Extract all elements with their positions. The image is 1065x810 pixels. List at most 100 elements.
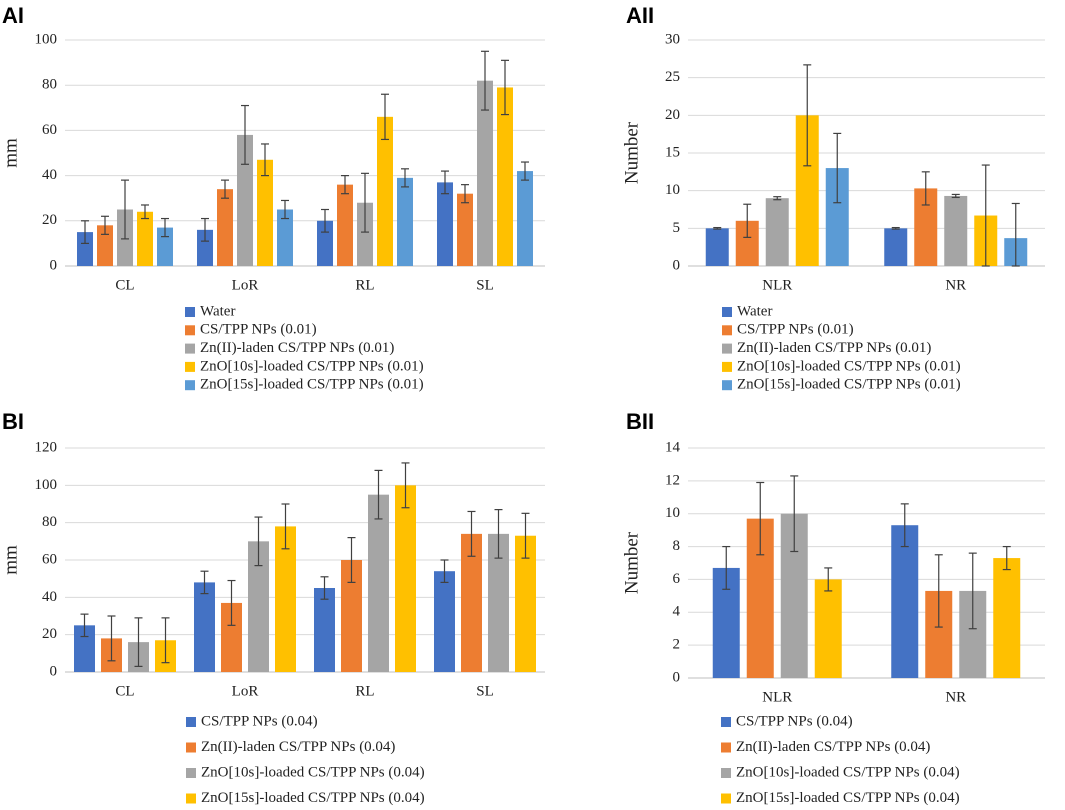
- x-tick-label: LoR: [232, 683, 259, 699]
- legend-label: Zn(II)-laden CS/TPP NPs (0.04): [736, 739, 930, 755]
- x-tick-label: CL: [115, 683, 134, 699]
- x-tick-label: LoR: [232, 277, 259, 293]
- legend-swatch: [721, 742, 731, 753]
- legend-swatch: [722, 380, 732, 391]
- y-tick-label: 20: [42, 626, 57, 642]
- y-axis-title: Number: [621, 531, 642, 594]
- y-axis-title: Number: [621, 121, 642, 184]
- x-tick-label: SL: [476, 277, 494, 293]
- bar: [248, 541, 269, 672]
- y-tick-label: 14: [665, 439, 681, 455]
- legend-label: ZnO[15s]-loaded CS/TPP NPs (0.04): [736, 790, 960, 806]
- bar: [217, 189, 233, 266]
- legend-label: ZnO[15s]-loaded CS/TPP NPs (0.01): [737, 377, 961, 393]
- bar: [194, 582, 215, 672]
- chart-panel-bi: BI 0 20 40 60 80 100 120 mm CL LoR RL SL CS/TPP NPs (…: [0, 409, 545, 806]
- legend-swatch: [721, 717, 731, 727]
- bar: [884, 228, 908, 266]
- bar: [368, 494, 389, 672]
- bar: [515, 535, 536, 672]
- y-tick-label: 12: [665, 472, 680, 488]
- y-tick-label: 20: [665, 107, 680, 123]
- y-axis-title: mm: [0, 138, 21, 168]
- bar: [944, 195, 968, 266]
- chart-panel-aii: AII 0 5 10 15 20 25 30 Number NLR NR Water CS/TPP NP…: [621, 3, 1045, 393]
- legend-label: ZnO[15s]-loaded CS/TPP NPs (0.04): [201, 790, 425, 806]
- legend-label: ZnO[10s]-loaded CS/TPP NPs (0.04): [201, 764, 425, 780]
- legend-swatch: [186, 742, 196, 753]
- bar: [277, 209, 293, 266]
- bar: [221, 602, 242, 672]
- bar: [825, 168, 849, 266]
- legend-swatch: [185, 325, 195, 336]
- y-tick-label: 25: [665, 69, 680, 85]
- legend-label: ZnO[10s]-loaded CS/TPP NPs (0.01): [737, 358, 961, 374]
- bar: [341, 560, 362, 672]
- y-tick-label: 80: [42, 514, 57, 530]
- legend-swatch: [185, 380, 195, 391]
- bar: [488, 533, 509, 672]
- y-tick-label: 5: [673, 220, 681, 236]
- y-tick-label: 8: [673, 538, 681, 554]
- legend-label: Water: [200, 303, 235, 319]
- y-tick-label: 0: [50, 663, 58, 679]
- legend-label: ZnO[15s]-loaded CS/TPP NPs (0.01): [200, 377, 424, 393]
- y-tick-label: 30: [665, 31, 680, 47]
- bar: [437, 182, 453, 266]
- legend-swatch: [721, 793, 731, 804]
- legend-swatch: [722, 307, 732, 317]
- chart-panel-bii: BII 0 2 4 6 8 10 12 14 Number NLR NR CS/TPP NPs (0.0…: [621, 409, 1045, 806]
- bar: [357, 202, 373, 266]
- x-tick-label: SL: [476, 683, 494, 699]
- y-tick-label: 4: [673, 604, 681, 620]
- legend-label: ZnO[10s]-loaded CS/TPP NPs (0.04): [736, 764, 960, 780]
- bar: [275, 526, 296, 672]
- bar: [705, 228, 729, 266]
- bar: [993, 558, 1021, 678]
- bar: [397, 177, 413, 266]
- y-tick-label: 10: [665, 505, 680, 521]
- chart-panel-ai: AI 0 20 40 60 80 100 mm CL LoR RL SL Water CS/TPP NPs…: [0, 3, 545, 393]
- bar: [97, 225, 113, 266]
- y-tick-label: 20: [42, 212, 57, 228]
- bar: [137, 211, 153, 266]
- legend-label: CS/TPP NPs (0.01): [737, 322, 854, 338]
- legend-label: CS/TPP NPs (0.04): [736, 713, 853, 729]
- bar: [314, 588, 335, 672]
- x-tick-label: NLR: [762, 277, 792, 293]
- legend-swatch: [185, 361, 195, 372]
- y-tick-label: 0: [673, 669, 681, 685]
- legend-swatch: [722, 325, 732, 336]
- y-tick-label: 2: [673, 637, 681, 653]
- y-axis-title: mm: [0, 545, 21, 575]
- x-tick-label: RL: [355, 277, 374, 293]
- y-tick-label: 6: [673, 571, 681, 587]
- y-tick-label: 60: [42, 551, 57, 567]
- bar: [434, 571, 455, 672]
- y-tick-label: 40: [42, 167, 57, 183]
- panel-label: AI: [2, 3, 24, 28]
- x-tick-label: NR: [945, 689, 966, 705]
- legend-swatch: [722, 361, 732, 372]
- bar: [477, 80, 493, 267]
- legend-label: Zn(II)-laden CS/TPP NPs (0.01): [200, 340, 394, 356]
- y-tick-label: 0: [673, 257, 681, 273]
- x-tick-label: NLR: [762, 689, 792, 705]
- bar: [74, 625, 95, 672]
- bar: [735, 220, 759, 266]
- legend-label: Water: [737, 303, 772, 319]
- legend-label: CS/TPP NPs (0.04): [201, 713, 318, 729]
- legend-swatch: [185, 343, 195, 354]
- y-tick-label: 100: [35, 31, 58, 47]
- bar: [457, 193, 473, 266]
- x-tick-label: RL: [355, 683, 374, 699]
- bar: [814, 579, 842, 678]
- bar: [891, 525, 919, 678]
- legend-swatch: [186, 768, 196, 778]
- bar: [237, 134, 253, 266]
- bar: [914, 188, 938, 266]
- bar: [337, 184, 353, 266]
- bar: [517, 171, 533, 266]
- y-tick-label: 0: [50, 257, 58, 273]
